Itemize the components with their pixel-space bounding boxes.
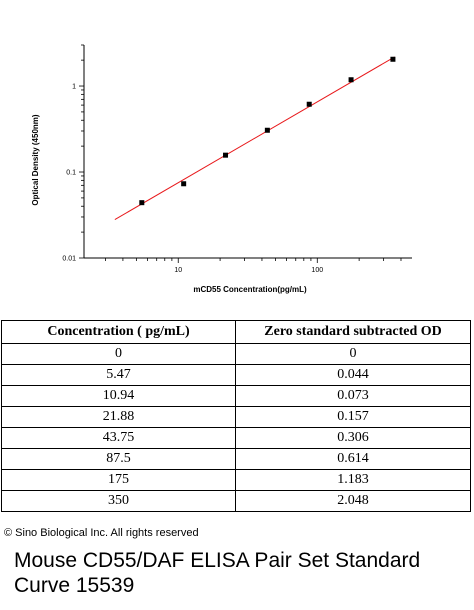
table-cell-concentration: 175 <box>1 469 236 491</box>
table-row: 175 1.183 <box>1 469 471 491</box>
table-cell-concentration: 10.94 <box>1 385 236 407</box>
standard-data-table: Concentration ( pg/mL) Zero standard sub… <box>1 320 471 512</box>
data-point <box>390 56 396 62</box>
table-cell-od: 2.048 <box>235 490 471 512</box>
column-header-concentration: Concentration ( pg/mL) <box>1 320 236 344</box>
y-tick-label: 0.01 <box>62 256 76 263</box>
figure-caption: Mouse CD55/DAF ELISA Pair Set Standard C… <box>14 549 421 597</box>
y-tick-label: 1 <box>72 84 76 91</box>
table-cell-concentration: 0 <box>1 343 236 365</box>
table-cell-od: 1.183 <box>235 469 471 491</box>
table-header-row: Concentration ( pg/mL) Zero standard sub… <box>1 320 471 344</box>
table-cell-od: 0 <box>235 343 471 365</box>
x-axis-label: mCD55 Concentration(pg/mL) <box>193 285 307 294</box>
data-point <box>223 152 229 158</box>
table-cell-od: 0.044 <box>235 364 471 386</box>
data-point <box>139 200 145 206</box>
data-point <box>181 181 187 187</box>
data-point <box>264 127 270 133</box>
data-point <box>306 101 312 107</box>
table-row: 5.47 0.044 <box>1 364 471 386</box>
table-row: 350 2.048 <box>1 490 471 512</box>
column-header-od: Zero standard subtracted OD <box>235 320 471 344</box>
table-row: 87.5 0.614 <box>1 448 471 470</box>
y-tick-label: 0.1 <box>66 170 76 177</box>
table-row: 10.94 0.073 <box>1 385 471 407</box>
copyright-notice: © Sino Biological Inc. All rights reserv… <box>4 527 199 539</box>
fit-line <box>114 56 395 220</box>
table-cell-od: 0.073 <box>235 385 471 407</box>
table-cell-od: 0.157 <box>235 406 471 428</box>
table-cell-concentration: 87.5 <box>1 448 236 470</box>
chart-axes <box>83 45 412 259</box>
table-cell-concentration: 5.47 <box>1 364 236 386</box>
table-cell-concentration: 21.88 <box>1 406 236 428</box>
x-tick-label: 10 <box>174 267 182 274</box>
table-cell-concentration: 43.75 <box>1 427 236 449</box>
table-row: 21.88 0.157 <box>1 406 471 428</box>
table-row: 43.75 0.306 <box>1 427 471 449</box>
y-axis-label: Optical Density (450nm) <box>31 114 40 205</box>
data-point <box>348 77 354 83</box>
data-points <box>139 56 396 206</box>
table-cell-od: 0.306 <box>235 427 471 449</box>
standard-curve-chart: 0.01 0.1 1 10 100 mCD55 Concentration(pg/mL)… <box>31 44 412 294</box>
fit-line-group <box>114 56 395 220</box>
x-tick-label: 100 <box>311 267 323 274</box>
table-cell-concentration: 350 <box>1 490 236 512</box>
table-cell-od: 0.614 <box>235 448 471 470</box>
chart-ticks: 0.01 0.1 1 10 100 <box>62 44 402 274</box>
